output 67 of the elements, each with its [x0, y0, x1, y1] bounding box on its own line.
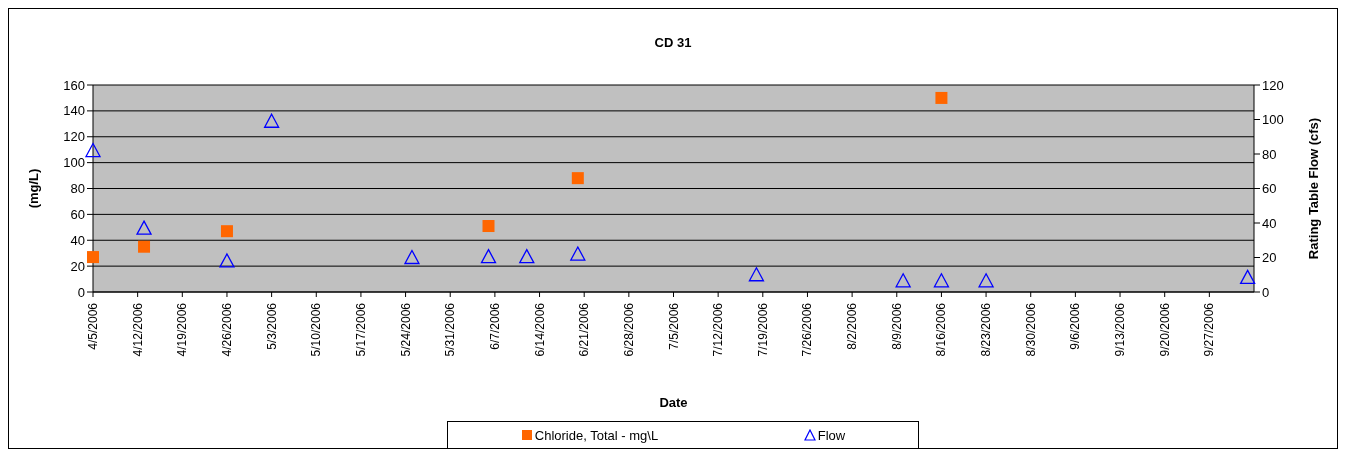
- y2-tick-label: 100: [1262, 112, 1284, 128]
- y-tick-label: 140: [63, 103, 85, 119]
- y-tick-label: 80: [70, 181, 85, 197]
- chart-title: CD 31: [653, 35, 693, 50]
- point: [935, 91, 948, 104]
- y2-tick-label: 40: [1262, 215, 1277, 231]
- x-tick-label: 6/28/2006: [621, 302, 636, 357]
- x-tick-label: 9/6/2006: [1068, 302, 1083, 350]
- point: [220, 225, 233, 238]
- x-tick-label: 4/12/2006: [130, 302, 145, 357]
- x-tick-label: 7/19/2006: [755, 302, 770, 357]
- y2-tick-label: 120: [1262, 77, 1284, 93]
- x-tick-label: 8/30/2006: [1023, 302, 1038, 357]
- y-tick-label: 0: [77, 284, 85, 300]
- point: [85, 142, 101, 158]
- point: [138, 240, 151, 253]
- x-tick-label: 5/31/2006: [443, 302, 458, 357]
- point: [933, 273, 950, 288]
- x-tick-label: 8/2/2006: [845, 302, 860, 350]
- point: [404, 249, 420, 265]
- y-tick-label: 20: [70, 258, 85, 274]
- legend-label: Chloride, Total - mg\L: [534, 427, 659, 443]
- y2-tick-label: 80: [1262, 146, 1277, 162]
- point: [570, 246, 586, 261]
- x-tick-label: 4/26/2006: [219, 302, 234, 357]
- point: [87, 251, 99, 264]
- y-tick-label: 100: [63, 155, 85, 171]
- x-tick-label: 6/21/2006: [577, 302, 592, 357]
- point: [978, 273, 994, 288]
- point: [482, 220, 495, 233]
- x-tick-label: 5/3/2006: [264, 302, 279, 350]
- x-tick-label: 5/17/2006: [353, 302, 368, 357]
- point: [136, 220, 152, 235]
- y-axis-title: (mg/L): [25, 168, 41, 209]
- point: [219, 253, 235, 268]
- y-tick-label: 160: [63, 77, 85, 93]
- y2-tick-label: 60: [1262, 181, 1277, 197]
- x-tick-label: 7/12/2006: [711, 302, 726, 357]
- x-tick-label: 8/23/2006: [979, 302, 994, 357]
- x-tick-label: 7/5/2006: [666, 302, 681, 350]
- point: [1239, 269, 1256, 284]
- point: [895, 273, 911, 288]
- legend-label: Flow: [817, 427, 846, 443]
- point: [571, 172, 584, 185]
- y2-axis-title: Rating Table Flow (cfs): [1305, 117, 1321, 260]
- x-tick-label: 8/16/2006: [934, 302, 949, 357]
- y-tick-label: 40: [70, 232, 85, 248]
- point: [480, 248, 497, 264]
- x-tick-label: 9/13/2006: [1113, 302, 1128, 357]
- x-tick-label: 4/19/2006: [175, 302, 190, 357]
- x-tick-label: 7/26/2006: [800, 302, 815, 357]
- y-tick-label: 120: [63, 129, 85, 145]
- x-tick-label: 5/24/2006: [398, 302, 413, 357]
- x-tick-label: 9/27/2006: [1202, 302, 1217, 357]
- x-tick-label: 8/9/2006: [889, 302, 904, 350]
- x-tick-label: 6/7/2006: [487, 302, 502, 350]
- x-axis-title: Date: [659, 395, 688, 410]
- x-tick-label: 4/5/2006: [86, 302, 100, 350]
- x-tick-label: 9/20/2006: [1157, 302, 1172, 357]
- x-tick-label: 5/10/2006: [309, 302, 324, 357]
- y2-tick-label: 0: [1262, 284, 1270, 300]
- x-tick-label: 6/14/2006: [532, 302, 547, 357]
- point: [263, 113, 280, 128]
- point: [519, 248, 535, 264]
- y-tick-label: 60: [70, 206, 85, 222]
- point: [748, 267, 765, 282]
- y2-tick-label: 20: [1262, 250, 1277, 266]
